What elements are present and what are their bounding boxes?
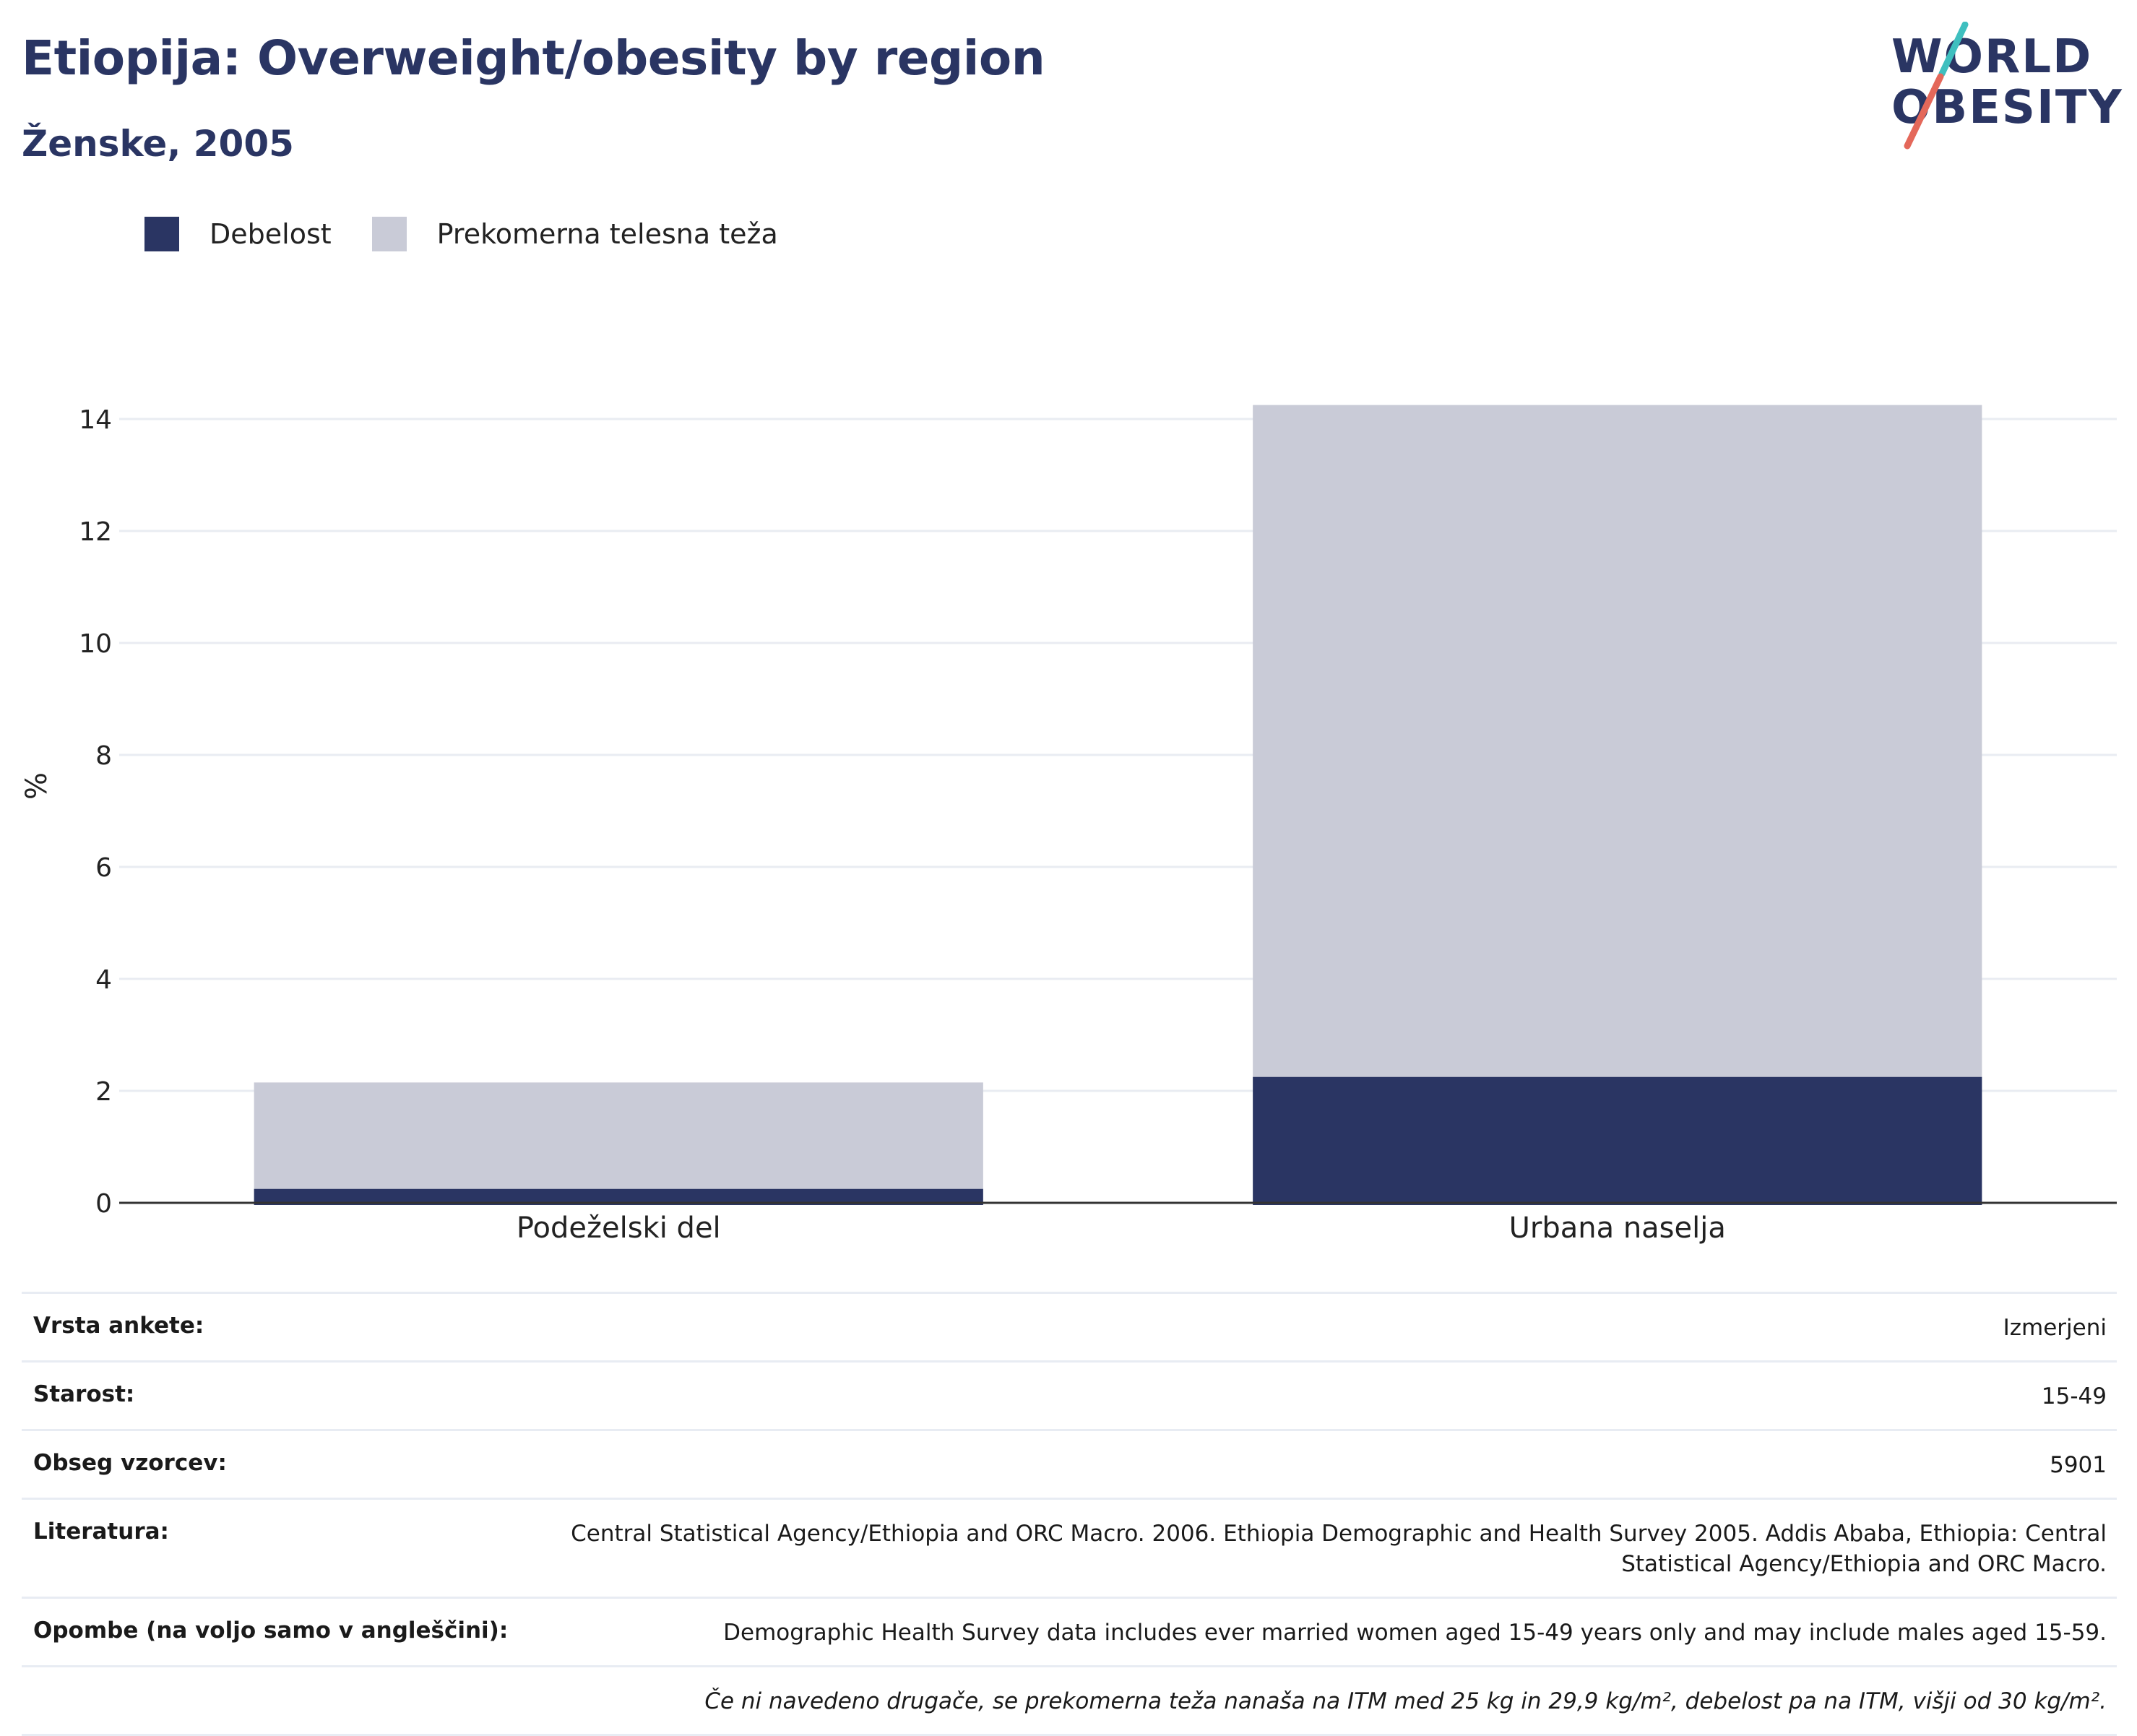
- info-row-notes: Opombe (na voljo samo v angleščini): Dem…: [22, 1597, 2117, 1667]
- info-label: Obseg vzorcev:: [22, 1429, 549, 1499]
- y-tick-label: 4: [95, 965, 112, 995]
- chart-legend: Debelost Prekomerna telesna teža: [144, 217, 819, 251]
- bar-segment: [254, 1082, 983, 1189]
- info-label-empty: [22, 1665, 549, 1736]
- info-row-reference: Literatura: Central Statistical Agency/E…: [22, 1498, 2117, 1598]
- info-row-age: Starost: 15-49: [22, 1360, 2117, 1430]
- legend-item-debelost[interactable]: Debelost: [144, 217, 332, 251]
- chart-title: Etiopija: Overweight/obesity by region: [22, 30, 1045, 86]
- logo-line-2: OBESITY: [1891, 81, 2123, 134]
- legend-label-debelost: Debelost: [210, 218, 332, 250]
- info-value: Demographic Health Survey data includes …: [549, 1597, 2117, 1667]
- y-tick-label: 6: [95, 853, 112, 883]
- info-label: Starost:: [22, 1360, 549, 1430]
- legend-label-prekomerna: Prekomerna telesna teža: [436, 218, 778, 250]
- y-tick-label: 14: [79, 405, 112, 435]
- info-row-footnote: Če ni navedeno drugače, se prekomerna te…: [22, 1665, 2117, 1736]
- chart-subtitle: Ženske, 2005: [22, 123, 294, 165]
- legend-item-prekomerna[interactable]: Prekomerna telesna teža: [371, 217, 778, 251]
- info-label: Literatura:: [22, 1498, 549, 1598]
- y-tick-label: 0: [95, 1189, 112, 1219]
- bar-segment: [254, 1188, 983, 1205]
- label-layer: 0 2 4 6 8 10 12 14 Podeželski del Urbana naselja: [79, 405, 1726, 1245]
- x-tick-label: Urbana naselja: [1509, 1212, 1726, 1245]
- y-tick-label: 2: [95, 1077, 112, 1107]
- logo-line-1: WORLD: [1891, 30, 2092, 84]
- survey-info-table: Vrsta ankete: Izmerjeni Starost: 15-49 O…: [22, 1292, 2117, 1736]
- legend-swatch-debelost: [144, 217, 179, 251]
- legend-swatch-prekomerna: [371, 217, 407, 251]
- logo-slash-teal: [1938, 22, 1969, 77]
- world-obesity-logo: WORLD OBESITY: [1891, 22, 2123, 150]
- info-row-sample-size: Obseg vzorcev: 5901: [22, 1429, 2117, 1499]
- y-tick-label: 8: [95, 741, 112, 771]
- y-axis-title: %: [20, 772, 53, 800]
- logo-slash-red: [1904, 73, 1944, 150]
- info-row-survey-type: Vrsta ankete: Izmerjeni: [22, 1292, 2117, 1362]
- y-tick-label: 12: [79, 517, 112, 547]
- bmi-footnote: Če ni navedeno drugače, se prekomerna te…: [549, 1665, 2117, 1736]
- bar-segment: [1253, 1076, 1982, 1205]
- y-tick-label: 10: [79, 629, 112, 659]
- info-value: 5901: [549, 1429, 2117, 1499]
- info-value: Central Statistical Agency/Ethiopia and …: [549, 1498, 2117, 1598]
- info-label: Vrsta ankete:: [22, 1292, 549, 1362]
- bar-layer: [254, 405, 1982, 1205]
- x-tick-label: Podeželski del: [517, 1212, 721, 1245]
- info-label: Opombe (na voljo samo v angleščini):: [22, 1597, 549, 1667]
- info-value: 15-49: [549, 1360, 2117, 1430]
- info-value: Izmerjeni: [549, 1292, 2117, 1362]
- bar-segment: [1253, 405, 1982, 1077]
